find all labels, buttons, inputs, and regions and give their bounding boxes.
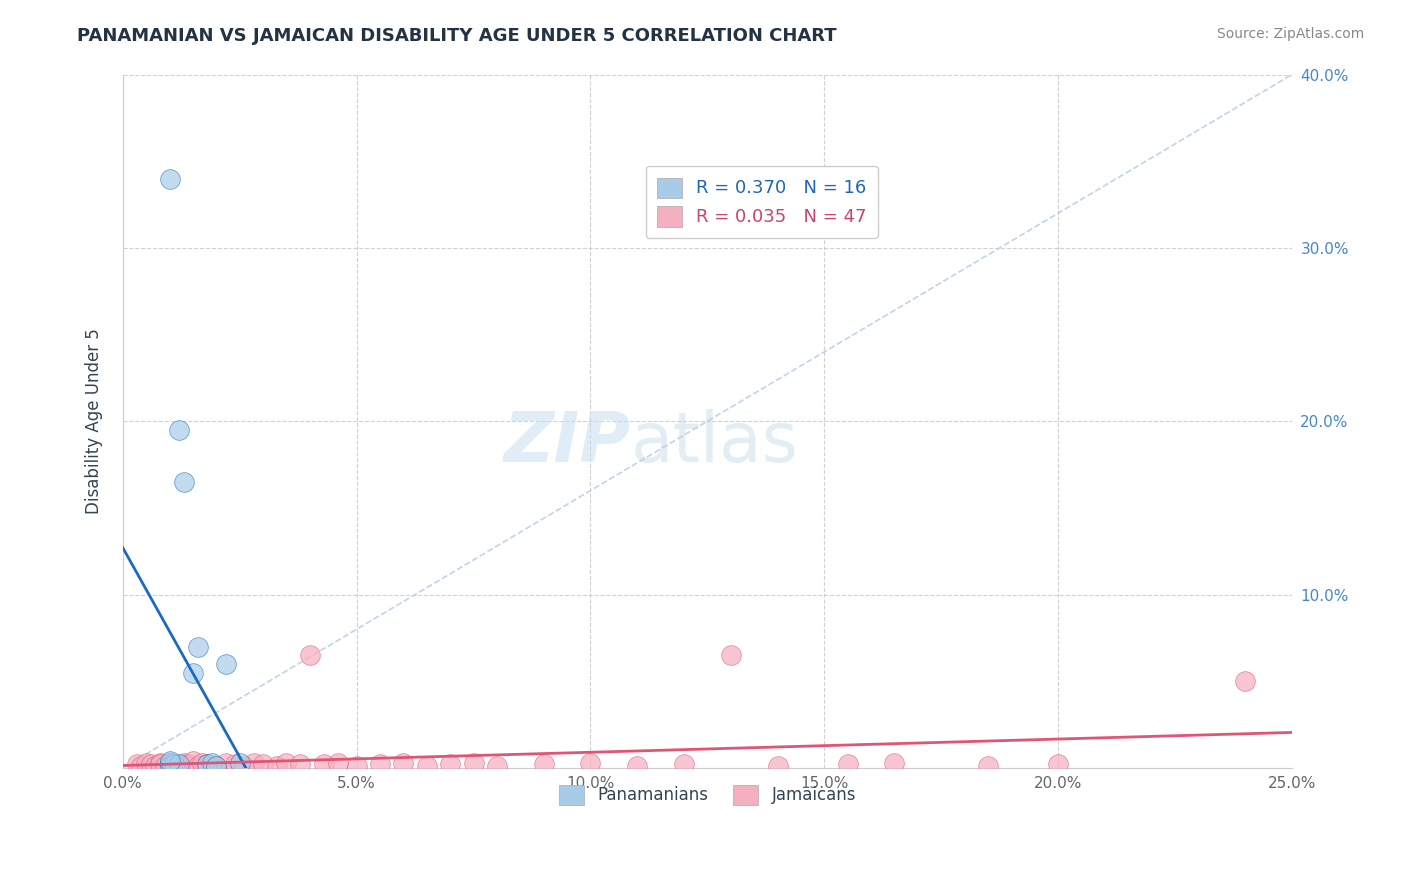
Point bbox=[159, 754, 181, 768]
Point bbox=[290, 757, 312, 772]
Point bbox=[167, 759, 190, 773]
Point bbox=[125, 757, 148, 772]
Point bbox=[201, 756, 224, 770]
Point bbox=[1234, 674, 1257, 689]
Point bbox=[214, 756, 236, 770]
Point bbox=[626, 759, 648, 773]
Point bbox=[187, 640, 209, 654]
Point bbox=[720, 648, 742, 663]
Point bbox=[224, 757, 246, 772]
Point bbox=[242, 756, 264, 770]
Point bbox=[195, 757, 218, 772]
Point bbox=[173, 756, 195, 770]
Point bbox=[233, 759, 256, 773]
Point bbox=[298, 648, 321, 663]
Point bbox=[149, 756, 172, 770]
Point bbox=[276, 756, 298, 770]
Point bbox=[139, 757, 162, 772]
Point bbox=[392, 756, 415, 770]
Point bbox=[672, 757, 695, 772]
Point bbox=[149, 757, 172, 772]
Point bbox=[766, 759, 789, 773]
Point bbox=[312, 757, 335, 772]
Point bbox=[214, 657, 236, 671]
Point bbox=[977, 759, 1000, 773]
Text: PANAMANIAN VS JAMAICAN DISABILITY AGE UNDER 5 CORRELATION CHART: PANAMANIAN VS JAMAICAN DISABILITY AGE UN… bbox=[77, 27, 837, 45]
Point bbox=[439, 757, 461, 772]
Point bbox=[326, 756, 349, 770]
Point bbox=[159, 756, 181, 770]
Point bbox=[131, 759, 153, 773]
Point bbox=[167, 757, 190, 772]
Point bbox=[159, 171, 181, 186]
Point bbox=[205, 759, 228, 773]
Point bbox=[135, 756, 157, 770]
Point bbox=[205, 759, 228, 773]
Point bbox=[163, 757, 186, 772]
Text: Source: ZipAtlas.com: Source: ZipAtlas.com bbox=[1216, 27, 1364, 41]
Point bbox=[173, 475, 195, 489]
Point bbox=[181, 754, 204, 768]
Point bbox=[252, 757, 274, 772]
Point bbox=[195, 757, 218, 772]
Point bbox=[163, 757, 186, 772]
Point bbox=[159, 759, 181, 773]
Point bbox=[159, 757, 181, 772]
Legend: Panamanians, Jamaicans: Panamanians, Jamaicans bbox=[548, 775, 866, 815]
Point bbox=[485, 759, 508, 773]
Point bbox=[191, 756, 214, 770]
Point bbox=[346, 759, 368, 773]
Text: atlas: atlas bbox=[631, 409, 799, 475]
Point bbox=[159, 756, 181, 770]
Point bbox=[533, 757, 555, 772]
Point bbox=[368, 757, 391, 772]
Point bbox=[463, 756, 485, 770]
Point bbox=[145, 759, 167, 773]
Text: ZIP: ZIP bbox=[505, 409, 631, 475]
Point bbox=[153, 759, 176, 773]
Point bbox=[883, 756, 905, 770]
Point bbox=[579, 756, 602, 770]
Point bbox=[187, 759, 209, 773]
Point bbox=[266, 759, 288, 773]
Point bbox=[228, 756, 250, 770]
Point bbox=[416, 759, 439, 773]
Point bbox=[837, 757, 859, 772]
Point bbox=[1047, 757, 1070, 772]
Point bbox=[181, 665, 204, 680]
Y-axis label: Disability Age Under 5: Disability Age Under 5 bbox=[86, 328, 103, 514]
Point bbox=[177, 757, 200, 772]
Point bbox=[167, 423, 190, 437]
